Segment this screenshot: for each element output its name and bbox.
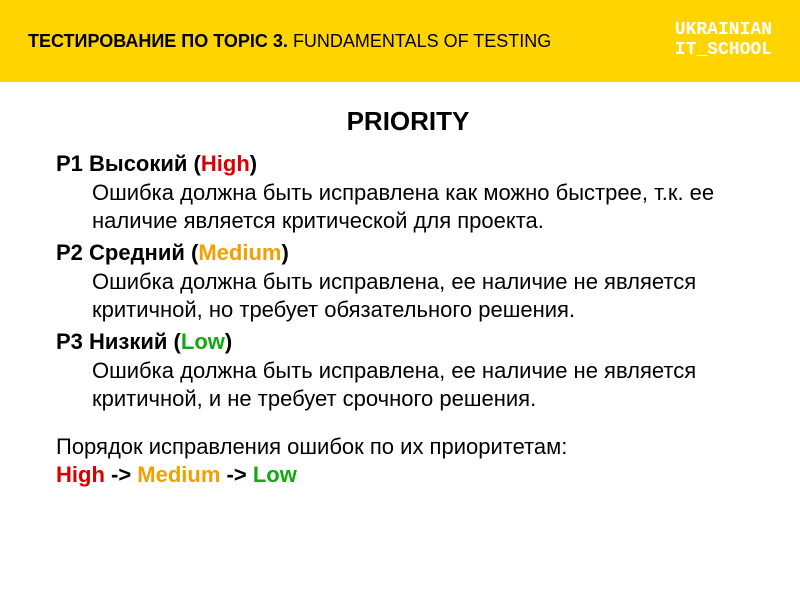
priority-description: Ошибка должна быть исправлена как можно … — [92, 179, 760, 234]
priority-description: Ошибка должна быть исправлена, ее наличи… — [92, 357, 760, 412]
priority-label: P3 Низкий (Low) — [56, 329, 760, 355]
priority-label-prefix: P3 Низкий ( — [56, 329, 181, 354]
priority-level-word: High — [201, 151, 250, 176]
summary-order: High -> Medium -> Low — [56, 462, 760, 488]
summary-order-arrow: -> — [105, 462, 137, 487]
header-title-bold: ТЕСТИРОВАНИЕ ПО TOPIC 3. — [28, 31, 288, 51]
priority-label-suffix: ) — [281, 240, 288, 265]
header-title: ТЕСТИРОВАНИЕ ПО TOPIC 3. FUNDAMENTALS OF… — [28, 31, 551, 52]
header-brand-line2: IT_SCHOOL — [675, 40, 772, 60]
slide-title: PRIORITY — [56, 106, 760, 137]
priority-label-prefix: P1 Высокий ( — [56, 151, 201, 176]
priority-label: P1 Высокий (High) — [56, 151, 760, 177]
header-brand-line1: UKRAINIAN — [675, 20, 772, 40]
summary-order-arrow: -> — [220, 462, 252, 487]
priority-label: P2 Средний (Medium) — [56, 240, 760, 266]
priority-label-suffix: ) — [250, 151, 257, 176]
priority-list: P1 Высокий (High)Ошибка должна быть испр… — [56, 151, 760, 412]
priority-level-word: Medium — [198, 240, 281, 265]
summary-order-word: High — [56, 462, 105, 487]
header-brand: UKRAINIAN IT_SCHOOL — [675, 21, 772, 61]
summary-order-word: Medium — [137, 462, 220, 487]
header-title-sub: FUNDAMENTALS OF TESTING — [288, 31, 551, 51]
priority-level-word: Low — [181, 329, 225, 354]
priority-label-suffix: ) — [225, 329, 232, 354]
slide-content: PRIORITY P1 Высокий (High)Ошибка должна … — [0, 82, 800, 488]
summary-intro: Порядок исправления ошибок по их приорит… — [56, 434, 760, 460]
priority-description: Ошибка должна быть исправлена, ее наличи… — [92, 268, 760, 323]
summary-order-word: Low — [253, 462, 297, 487]
header-banner: ТЕСТИРОВАНИЕ ПО TOPIC 3. FUNDAMENTALS OF… — [0, 0, 800, 82]
priority-label-prefix: P2 Средний ( — [56, 240, 198, 265]
